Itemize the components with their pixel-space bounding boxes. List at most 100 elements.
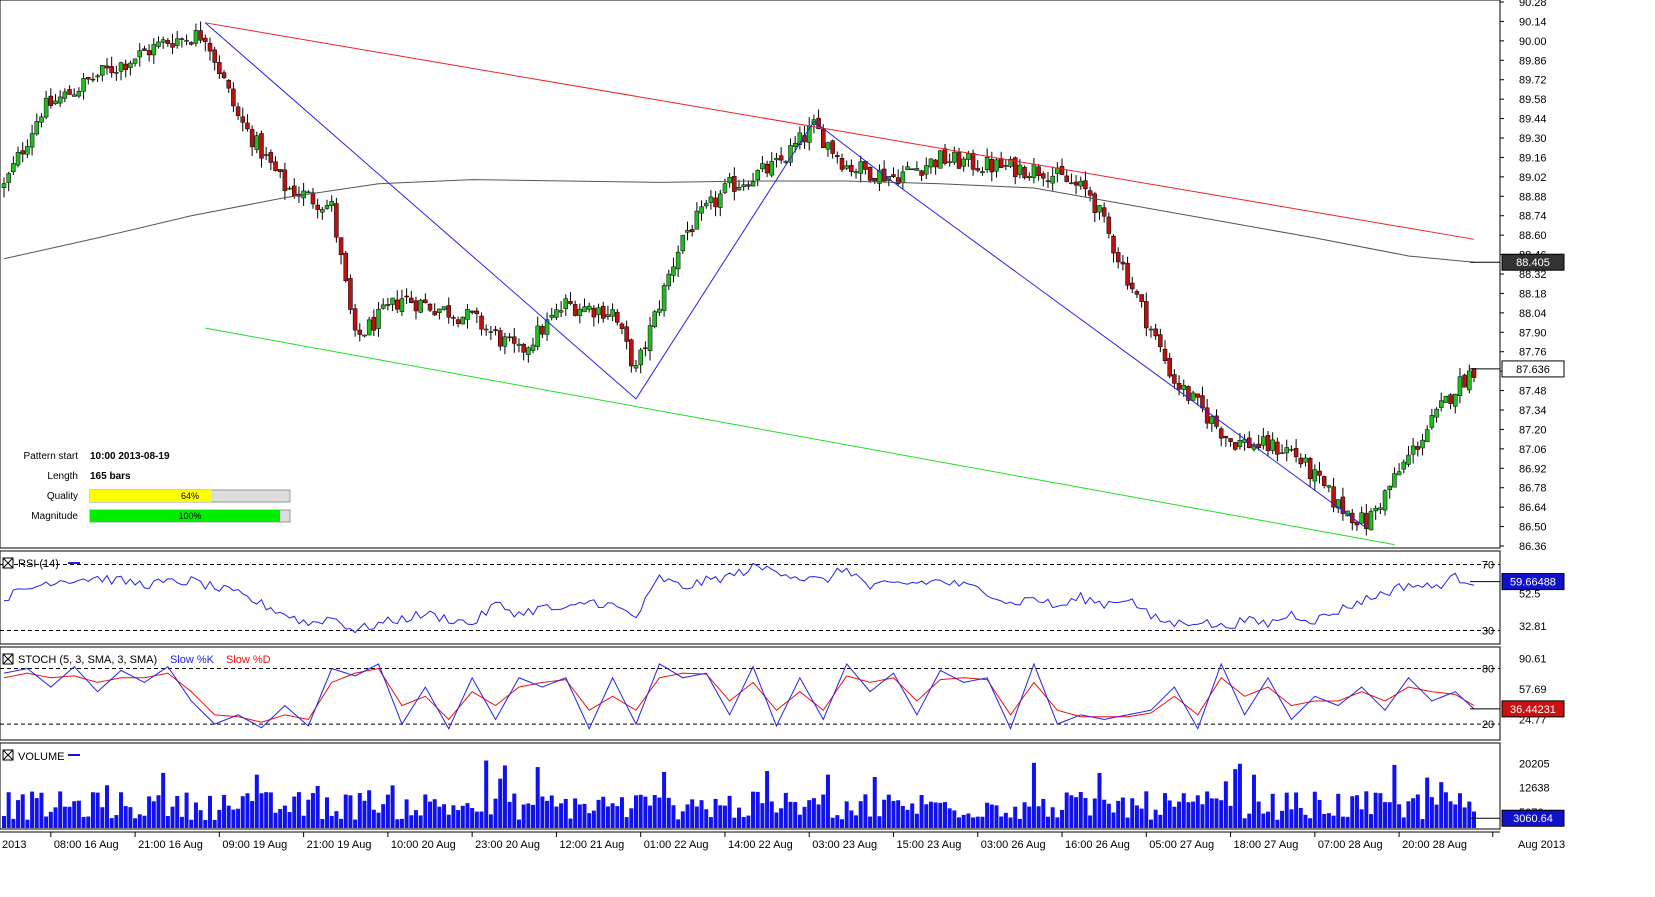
volume-bar [849, 810, 854, 828]
candle-body [1003, 165, 1009, 167]
rsi-value-tag-text: 59.66488 [1510, 577, 1556, 589]
candle-body [1326, 485, 1332, 488]
candle-body [1443, 396, 1449, 403]
candle-body [1167, 358, 1172, 377]
candle-body [1186, 386, 1191, 401]
candle-body [189, 42, 194, 45]
volume-bar [161, 772, 166, 828]
volume-bar [315, 786, 320, 828]
x-tick-label: 08:00 16 Aug [54, 839, 119, 851]
volume-bar [301, 815, 306, 828]
candle-body [423, 299, 428, 304]
volume-bar [1434, 804, 1439, 828]
candle-body [11, 163, 16, 172]
candle-body [998, 158, 1004, 169]
volume-bar [86, 816, 91, 828]
stoch-value-tag-box [1501, 700, 1565, 718]
candle-body [760, 163, 765, 170]
rsi-title: RSI (14) [18, 558, 59, 570]
support-line [205, 327, 1395, 546]
candle-body [1270, 439, 1275, 451]
volume-bar [793, 802, 798, 828]
candle-body [1396, 471, 1402, 476]
volume-bar [1233, 769, 1238, 828]
price-tick-label: 90.28 [1519, 0, 1547, 9]
volume-bar [886, 794, 891, 828]
candle-body [666, 273, 672, 287]
volume-bar [629, 808, 634, 828]
volume-bar [858, 801, 863, 828]
candle-body [287, 187, 292, 190]
volume-bar [343, 794, 348, 828]
candle-body [493, 329, 498, 332]
candle-body [1031, 164, 1037, 178]
volume-bar [596, 799, 601, 828]
price-tick-label: 88.32 [1519, 269, 1547, 281]
volume-bar [704, 809, 709, 828]
volume-bar [896, 800, 901, 828]
volume-bar [217, 809, 222, 828]
candle-body [1382, 490, 1388, 511]
x-tick-label: 01:00 22 Aug [644, 839, 709, 851]
candle-body [320, 209, 325, 213]
quality-value: 64% [181, 491, 199, 501]
volume-bar [1340, 816, 1345, 828]
candle-body [385, 304, 391, 306]
x-tick-label: 21:00 19 Aug [307, 839, 372, 851]
volume-bar [329, 815, 334, 828]
candle-body [118, 62, 124, 72]
volume-bar [189, 819, 194, 828]
volume-bar [999, 816, 1004, 828]
volume-bar [680, 811, 685, 828]
volume-bar [671, 805, 676, 828]
candle-body [1172, 374, 1177, 384]
candle-body [451, 317, 456, 319]
candle-body [273, 161, 278, 172]
volume-bar [1298, 807, 1303, 828]
volume-bar [264, 792, 269, 828]
volume-bar [432, 799, 437, 828]
candle-body [34, 121, 40, 135]
candle-body [179, 38, 185, 40]
volume-bar [900, 805, 905, 828]
candle-body [970, 152, 976, 170]
candle-body [114, 72, 119, 74]
candle-body [25, 146, 30, 155]
volume-bar [367, 790, 372, 828]
volume-bar [1457, 793, 1462, 828]
volume-bar [549, 795, 554, 828]
candle-body [1321, 476, 1327, 486]
volume-bar [662, 771, 667, 828]
volume-bar [1050, 807, 1055, 828]
pattern-start-label: Pattern start [24, 451, 79, 462]
candle-body [1293, 448, 1299, 458]
price-tick-label: 86.92 [1519, 463, 1547, 475]
volume-bar [226, 805, 231, 828]
volume-bar [1078, 792, 1083, 828]
candle-body [577, 308, 583, 316]
candle-body [226, 80, 231, 89]
candle-body [390, 297, 395, 305]
candle-body [1471, 368, 1477, 378]
candle-body [507, 336, 512, 339]
price-tick-label: 86.78 [1519, 483, 1547, 495]
volume-title: VOLUME [18, 751, 64, 763]
volume-bar [376, 812, 381, 828]
volume-bar [1055, 817, 1060, 828]
volume-bar [81, 816, 86, 828]
candle-body [909, 168, 915, 171]
volume-bar [746, 815, 751, 828]
volume-bar [919, 795, 924, 828]
candle-body [1410, 445, 1416, 455]
x-tick-label: 2013 [2, 839, 26, 851]
volume-bar [807, 800, 812, 828]
candle-body [947, 161, 952, 163]
candle-body [352, 308, 358, 331]
volume-bar [1191, 801, 1196, 828]
volume-bar [470, 808, 475, 828]
volume-bar [34, 798, 39, 828]
volume-bar [1345, 816, 1350, 828]
candle-body [680, 234, 686, 252]
candle-body [1022, 166, 1027, 179]
